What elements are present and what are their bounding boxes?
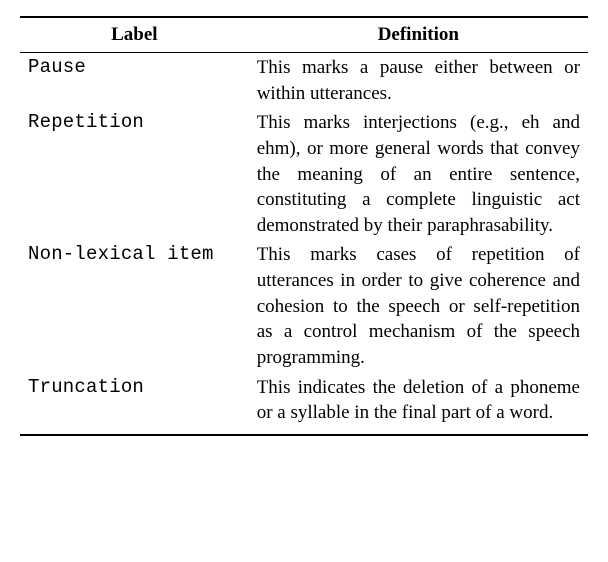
cell-label: Truncation (20, 373, 249, 435)
header-definition: Definition (249, 17, 588, 53)
cell-label: Non-lexical item (20, 240, 249, 372)
cell-label: Pause (20, 53, 249, 109)
table-row: Non-lexical item This marks cases of rep… (20, 240, 588, 372)
cell-definition: This indicates the deletion of a phoneme… (249, 373, 588, 435)
header-label: Label (20, 17, 249, 53)
cell-definition: This marks interjections (e.g., eh and e… (249, 108, 588, 240)
cell-definition: This marks cases of repetition of uttera… (249, 240, 588, 372)
table-header-row: Label Definition (20, 17, 588, 53)
definitions-table: Label Definition Pause This marks a paus… (20, 16, 588, 436)
table-row: Truncation This indicates the deletion o… (20, 373, 588, 435)
cell-label: Repetition (20, 108, 249, 240)
table-row: Pause This marks a pause either between … (20, 53, 588, 109)
table-row: Repetition This marks interjections (e.g… (20, 108, 588, 240)
cell-definition: This marks a pause either between or wit… (249, 53, 588, 109)
